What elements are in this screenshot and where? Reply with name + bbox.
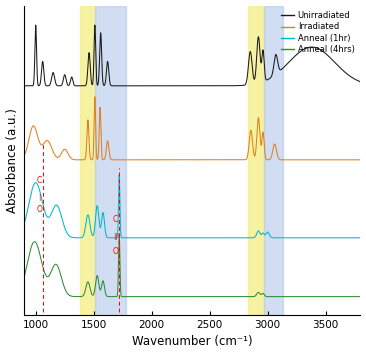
Text: |: | (38, 194, 40, 201)
Y-axis label: Absorbance (a.u.): Absorbance (a.u.) (5, 108, 19, 213)
Legend: Unirradiated, Irradiated, Anneal (1hr), Anneal (4hrs): Unirradiated, Irradiated, Anneal (1hr), … (279, 10, 356, 55)
Bar (264, 6, 283, 315)
X-axis label: Wavenumber (cm⁻¹): Wavenumber (cm⁻¹) (132, 336, 253, 348)
Text: C: C (37, 176, 42, 185)
Text: C: C (113, 215, 118, 224)
Text: ||: || (113, 233, 118, 240)
Bar (248, 6, 264, 315)
Bar (95, 6, 126, 315)
Text: O: O (36, 205, 42, 214)
Bar (80, 6, 95, 315)
Text: O: O (113, 247, 119, 256)
